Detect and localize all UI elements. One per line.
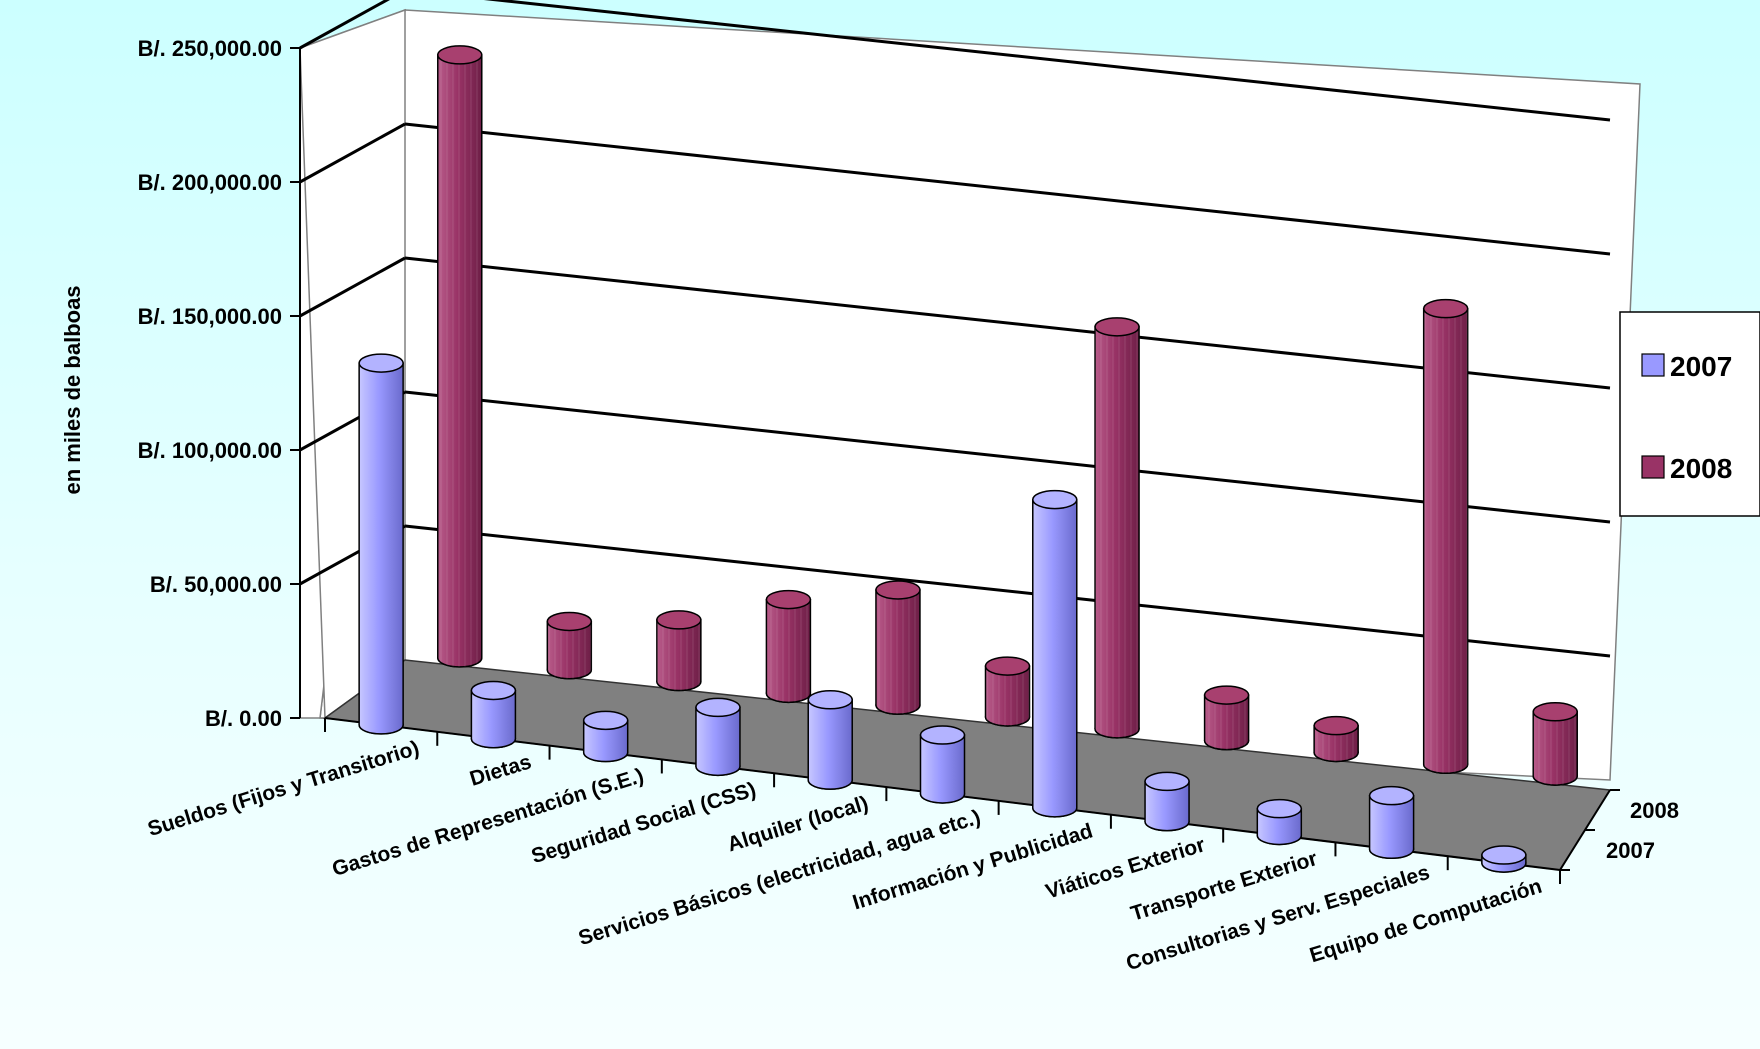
bar-2008-6 [1094, 317, 1140, 739]
y-tick-label: B/. 200,000.00 [138, 170, 282, 195]
y-tick-label: B/. 50,000.00 [150, 572, 282, 597]
y-tick-label: B/. 100,000.00 [138, 438, 282, 463]
bar-2007-4 [807, 690, 853, 790]
bar-2007-3 [695, 697, 741, 777]
bar-2008-7 [1203, 685, 1250, 751]
legend: 2007 2008 [1619, 311, 1760, 517]
bar-2008-5 [984, 656, 1031, 727]
x-tick-label: Sueldos (Fijos y Transitorio) [145, 737, 422, 842]
legend-label-2008: 2008 [1670, 453, 1732, 484]
grid-line [404, 390, 1611, 524]
grid-lines [299, 0, 1611, 658]
bar-2008-9 [1422, 298, 1469, 775]
legend-label-2007: 2007 [1670, 351, 1732, 382]
y-tick-label: B/. 250,000.00 [138, 36, 282, 61]
bar-2008-0 [437, 45, 483, 668]
legend-swatch-2008 [1641, 455, 1665, 479]
legend-box [1619, 311, 1760, 517]
y-tick-label: B/. 150,000.00 [138, 304, 282, 329]
bar-2007-0 [358, 353, 404, 735]
depth-label-2008: 2008 [1630, 798, 1679, 823]
bar-2008-10 [1532, 702, 1578, 786]
bar-2007-2 [582, 710, 629, 763]
bar-2008-3 [765, 589, 812, 704]
bar-2008-4 [875, 580, 921, 715]
bar-2007-6 [1032, 489, 1078, 818]
grid-line [404, 256, 1611, 390]
bar-2007-10 [1481, 845, 1527, 873]
bar-2007-1 [470, 680, 517, 749]
bar-2008-2 [656, 610, 702, 692]
bar-2008-1 [546, 611, 593, 680]
y-tick-label: B/. 0.00 [205, 706, 282, 731]
grid-line-side [299, 256, 406, 318]
grid-line-side [299, 0, 390, 50]
bar-2008-8 [1313, 715, 1359, 763]
grid-line-side [299, 122, 406, 184]
y-axis-title: en miles de balboas [60, 285, 85, 494]
x-tick-label: Dietas [467, 750, 534, 790]
bar-2007-7 [1144, 771, 1190, 832]
grid-line [404, 524, 1611, 658]
bar-2007-5 [919, 725, 966, 804]
bar-2007-9 [1368, 785, 1415, 860]
bars [358, 45, 1578, 873]
depth-label-2007: 2007 [1606, 838, 1655, 863]
grid-line [404, 122, 1611, 256]
y-axis-ticks: B/. 0.00 B/. 50,000.00 B/. 100,000.00 B/. 1… [138, 36, 300, 731]
legend-swatch-2007 [1641, 353, 1665, 377]
grid-line [483, 0, 1611, 122]
bar-2007-8 [1256, 798, 1303, 846]
